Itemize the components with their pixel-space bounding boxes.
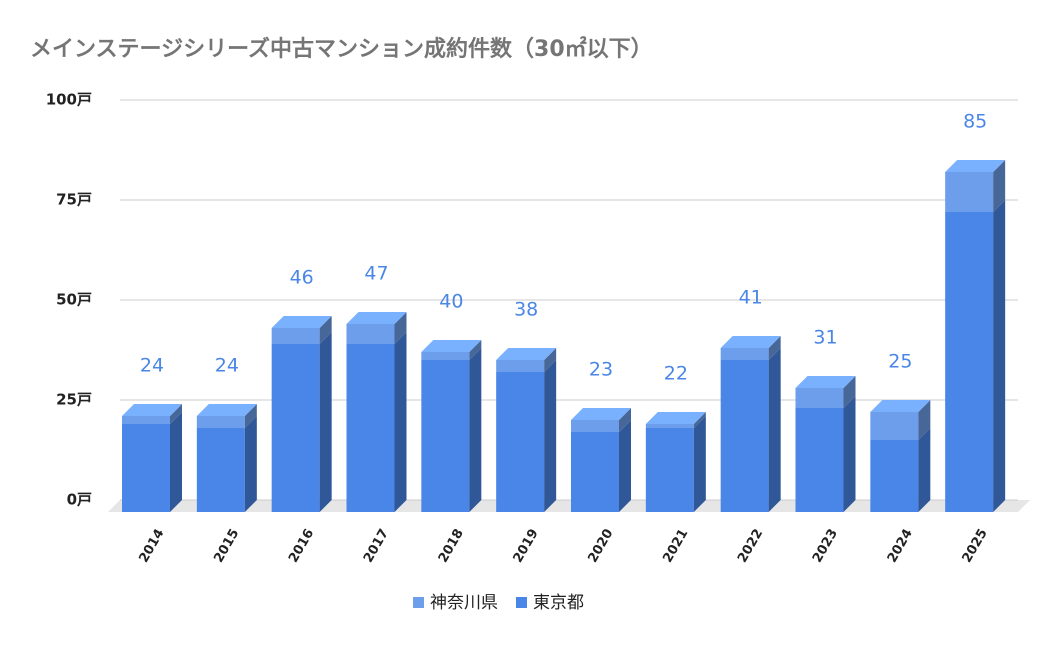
bar-side bbox=[469, 340, 482, 360]
bar-top bbox=[645, 412, 706, 424]
x-tick-label: 2016 bbox=[286, 527, 317, 566]
bar-top bbox=[496, 348, 557, 360]
bar-side bbox=[843, 376, 856, 408]
bar-side bbox=[993, 160, 1006, 212]
legend-swatch bbox=[413, 597, 424, 608]
bar-top bbox=[271, 316, 332, 328]
bar-side bbox=[619, 420, 631, 512]
bar-side bbox=[170, 404, 182, 424]
bar-side bbox=[993, 200, 1006, 512]
bar-side bbox=[693, 416, 706, 512]
data-label: 46 bbox=[290, 267, 314, 289]
y-tick-label: 0戸 bbox=[67, 491, 92, 509]
bar-side bbox=[619, 408, 631, 432]
x-tick-label: 2020 bbox=[585, 527, 616, 566]
data-label: 40 bbox=[439, 291, 463, 313]
bar bbox=[645, 428, 694, 512]
bar bbox=[122, 416, 170, 424]
bar-side bbox=[768, 336, 781, 360]
bar bbox=[271, 328, 320, 344]
bar bbox=[196, 416, 245, 428]
bar-side bbox=[244, 404, 257, 428]
bar bbox=[645, 424, 694, 428]
data-label: 47 bbox=[364, 263, 388, 285]
bar bbox=[346, 344, 395, 512]
data-label: 31 bbox=[813, 327, 837, 349]
bar bbox=[496, 372, 545, 512]
bar-side bbox=[544, 348, 557, 372]
bar-side bbox=[170, 412, 182, 512]
data-label: 41 bbox=[739, 287, 763, 309]
bar-top bbox=[870, 400, 931, 412]
bar bbox=[945, 212, 994, 512]
bar-top bbox=[720, 336, 781, 348]
data-label: 85 bbox=[963, 111, 987, 133]
bar bbox=[795, 388, 844, 408]
bar bbox=[346, 324, 395, 344]
bar-top bbox=[795, 376, 856, 388]
bar bbox=[720, 360, 769, 512]
bar-side bbox=[469, 348, 482, 512]
bar-side bbox=[394, 312, 407, 344]
bar-top bbox=[346, 312, 407, 324]
x-tick-label: 2024 bbox=[885, 527, 916, 566]
y-tick-label: 100戸 bbox=[46, 91, 92, 109]
bar bbox=[720, 348, 769, 360]
bar bbox=[870, 412, 919, 440]
bar bbox=[870, 440, 919, 512]
data-label: 25 bbox=[888, 351, 912, 373]
x-tick-label: 2021 bbox=[660, 527, 691, 566]
bar-top bbox=[421, 340, 482, 352]
bar-side bbox=[394, 332, 407, 512]
bar-side bbox=[918, 400, 931, 440]
bar-top bbox=[196, 404, 257, 416]
bar-side bbox=[319, 316, 332, 344]
legend-swatch bbox=[516, 597, 527, 608]
bar-side bbox=[544, 360, 557, 512]
bar bbox=[196, 428, 245, 512]
bar-side bbox=[918, 428, 931, 512]
bar bbox=[122, 424, 170, 512]
data-label: 22 bbox=[664, 363, 688, 385]
bar-side bbox=[244, 416, 257, 512]
chart-title: メインステージシリーズ中古マンション成約件数（30㎡以下） bbox=[30, 36, 653, 62]
bar bbox=[945, 172, 994, 212]
bar-side bbox=[319, 332, 332, 512]
x-tick-label: 2019 bbox=[511, 527, 542, 566]
bar-top bbox=[122, 404, 182, 416]
bar bbox=[271, 344, 320, 512]
bar-side bbox=[693, 412, 706, 428]
bar bbox=[421, 360, 470, 512]
bar-side bbox=[768, 348, 781, 512]
bar-side bbox=[843, 396, 856, 512]
bar bbox=[571, 432, 619, 512]
bar-top bbox=[945, 160, 1006, 172]
data-label: 38 bbox=[514, 299, 538, 321]
y-tick-label: 50戸 bbox=[56, 291, 92, 309]
legend-label: 神奈川県 bbox=[430, 593, 498, 613]
x-tick-label: 2018 bbox=[436, 527, 467, 566]
data-label: 23 bbox=[589, 359, 613, 381]
x-tick-label: 2015 bbox=[211, 527, 242, 566]
x-tick-label: 2014 bbox=[136, 527, 167, 566]
x-tick-label: 2017 bbox=[361, 527, 392, 566]
y-tick-label: 75戸 bbox=[56, 191, 92, 209]
x-tick-label: 2022 bbox=[735, 527, 766, 566]
data-label: 24 bbox=[140, 355, 164, 377]
legend-label: 東京都 bbox=[533, 593, 584, 613]
x-tick-label: 2025 bbox=[960, 527, 991, 566]
bar bbox=[795, 408, 844, 512]
bar bbox=[496, 360, 545, 372]
bar-top bbox=[571, 408, 631, 420]
bar bbox=[421, 352, 470, 360]
y-tick-label: 25戸 bbox=[56, 391, 92, 409]
data-label: 24 bbox=[215, 355, 239, 377]
x-tick-label: 2023 bbox=[810, 527, 841, 566]
bar bbox=[571, 420, 619, 432]
